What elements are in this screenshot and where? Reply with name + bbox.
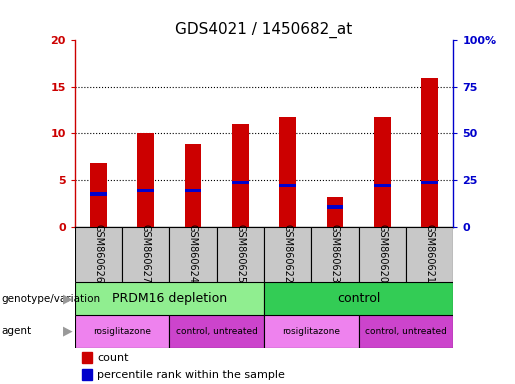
Title: GDS4021 / 1450682_at: GDS4021 / 1450682_at [175, 22, 353, 38]
Bar [75, 282, 264, 315]
Bar [264, 227, 311, 282]
Text: control: control [337, 292, 380, 305]
Text: GSM860626: GSM860626 [93, 224, 104, 283]
Text: ▶: ▶ [63, 292, 73, 305]
Text: agent: agent [1, 326, 31, 336]
Text: GSM860623: GSM860623 [330, 224, 340, 283]
Text: GSM860622: GSM860622 [283, 224, 293, 283]
Bar [82, 369, 92, 380]
Text: ▶: ▶ [63, 325, 73, 338]
Text: genotype/variation: genotype/variation [1, 293, 100, 304]
Text: GSM860627: GSM860627 [141, 224, 151, 283]
Text: GSM860625: GSM860625 [235, 224, 245, 283]
Bar [279, 184, 296, 187]
Bar [374, 117, 390, 227]
Text: count: count [97, 353, 129, 364]
Text: percentile rank within the sample: percentile rank within the sample [97, 370, 285, 380]
Text: GSM860620: GSM860620 [377, 224, 387, 283]
Bar [138, 189, 154, 192]
Bar [185, 189, 201, 192]
Bar [232, 124, 249, 227]
Bar [75, 315, 169, 348]
Bar [90, 192, 107, 195]
Text: rosiglitazone: rosiglitazone [282, 327, 340, 336]
Bar [264, 282, 453, 315]
Bar [264, 315, 358, 348]
Text: GSM860621: GSM860621 [424, 224, 435, 283]
Bar [279, 117, 296, 227]
Bar [421, 181, 438, 184]
Bar [327, 197, 343, 227]
Bar [232, 181, 249, 184]
Bar [169, 227, 217, 282]
Bar [217, 227, 264, 282]
Bar [374, 184, 390, 187]
Bar [358, 227, 406, 282]
Bar [138, 134, 154, 227]
Bar [75, 227, 122, 282]
Bar [90, 163, 107, 227]
Bar [327, 205, 343, 209]
Bar [122, 227, 169, 282]
Bar [406, 227, 453, 282]
Bar [421, 78, 438, 227]
Bar [185, 144, 201, 227]
Bar [169, 315, 264, 348]
Text: GSM860624: GSM860624 [188, 224, 198, 283]
Text: rosiglitazone: rosiglitazone [93, 327, 151, 336]
Bar [311, 227, 358, 282]
Bar [358, 315, 453, 348]
Text: control, untreated: control, untreated [176, 327, 258, 336]
Bar [82, 352, 92, 363]
Text: control, untreated: control, untreated [365, 327, 447, 336]
Text: PRDM16 depletion: PRDM16 depletion [112, 292, 227, 305]
